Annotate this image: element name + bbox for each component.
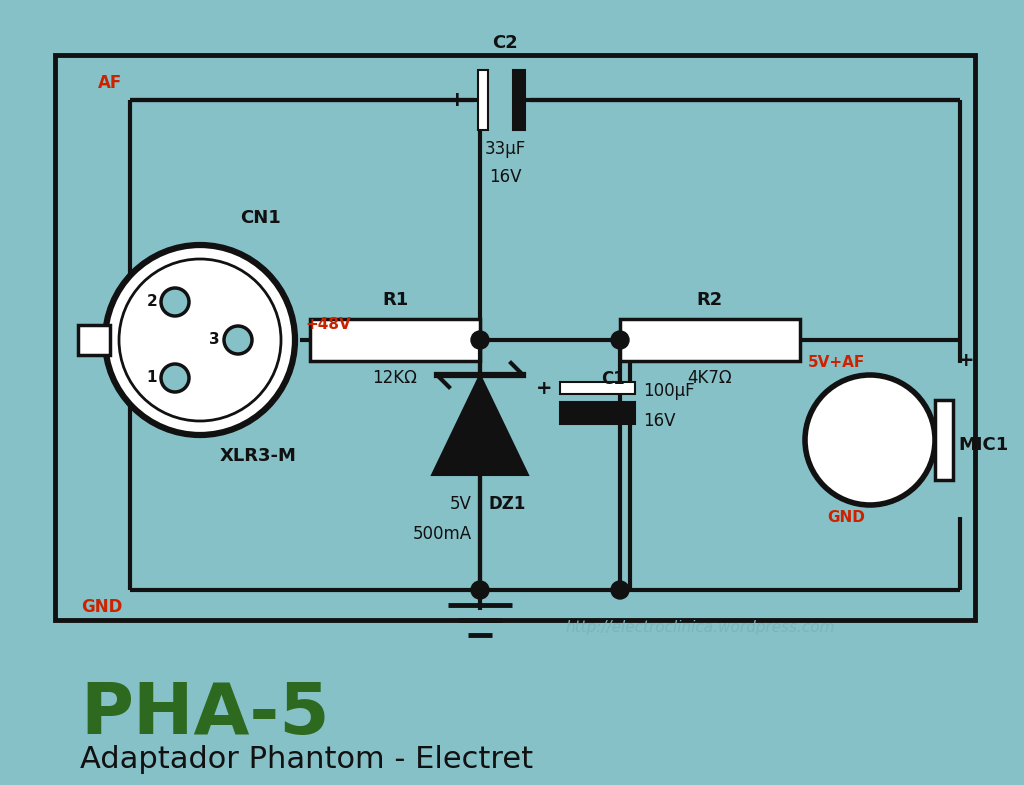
- Text: 33μF: 33μF: [484, 140, 525, 158]
- Text: +: +: [447, 90, 466, 110]
- Text: 5V+AF: 5V+AF: [808, 355, 865, 370]
- Text: 16V: 16V: [643, 412, 676, 430]
- Circle shape: [224, 326, 252, 354]
- Text: 1: 1: [146, 371, 157, 385]
- Circle shape: [805, 375, 935, 505]
- Circle shape: [611, 581, 629, 599]
- Text: CN1: CN1: [240, 209, 281, 227]
- Text: 100μF: 100μF: [643, 382, 694, 400]
- Bar: [935, 400, 953, 480]
- Text: 5V: 5V: [451, 495, 472, 513]
- Text: GND: GND: [827, 510, 865, 525]
- Circle shape: [471, 331, 489, 349]
- Bar: [560, 402, 635, 424]
- Circle shape: [611, 331, 629, 349]
- Bar: [478, 70, 488, 130]
- Text: 16V: 16V: [488, 168, 521, 186]
- Polygon shape: [474, 95, 529, 105]
- Text: AF: AF: [97, 74, 122, 92]
- Bar: [55, 55, 975, 620]
- Bar: [310, 319, 480, 361]
- Text: MIC1: MIC1: [958, 436, 1009, 454]
- Text: C1: C1: [601, 370, 625, 388]
- Text: +48V: +48V: [305, 317, 351, 332]
- Text: +: +: [536, 378, 552, 397]
- Text: 2: 2: [146, 294, 157, 309]
- Text: 3: 3: [209, 333, 220, 348]
- Text: 500mA: 500mA: [413, 525, 472, 543]
- Circle shape: [161, 288, 189, 316]
- Text: 12KΩ: 12KΩ: [373, 369, 418, 387]
- Text: http://electroclinica.wordpress.com: http://electroclinica.wordpress.com: [565, 620, 835, 635]
- Bar: [620, 319, 800, 361]
- Text: +: +: [958, 351, 975, 370]
- Text: Adaptador Phantom - Electret: Adaptador Phantom - Electret: [80, 745, 534, 774]
- Circle shape: [161, 364, 189, 392]
- Text: C2: C2: [493, 34, 518, 52]
- Text: R1: R1: [382, 291, 409, 309]
- Circle shape: [471, 581, 489, 599]
- Text: PHA-5: PHA-5: [80, 680, 330, 749]
- Text: DZ1: DZ1: [488, 495, 525, 513]
- Bar: [78, 325, 110, 355]
- Bar: [513, 70, 525, 130]
- Text: 4K7Ω: 4K7Ω: [688, 369, 732, 387]
- Bar: [560, 382, 635, 394]
- Text: XLR3-M: XLR3-M: [220, 447, 297, 465]
- Circle shape: [105, 245, 295, 435]
- Text: R2: R2: [697, 291, 723, 309]
- Polygon shape: [432, 375, 528, 475]
- Text: GND: GND: [81, 598, 122, 616]
